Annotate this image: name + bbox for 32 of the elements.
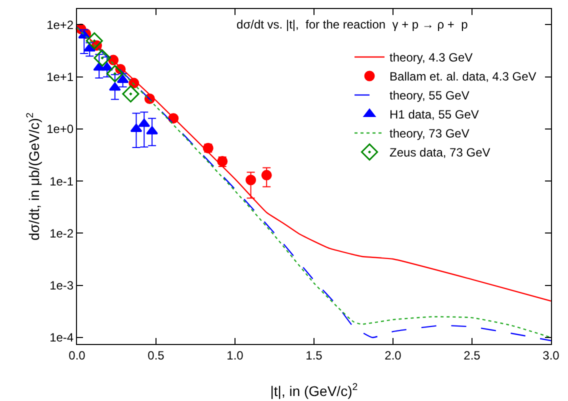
legend-label: Ballam et. al. data, 4.3 GeV xyxy=(390,70,536,84)
x-tick-label: 2.5 xyxy=(464,348,481,362)
x-tick-label: 0.5 xyxy=(148,348,165,362)
point xyxy=(168,113,179,124)
x-tick-label: 3.0 xyxy=(542,348,560,362)
x-tick-label: 1.0 xyxy=(226,348,244,362)
x-axis-title: |t|, in (GeV/c)$^{2}$ xyxy=(270,382,358,399)
x-tick-label: 0.0 xyxy=(68,348,86,362)
y-tick-label: 1e-3 xyxy=(50,278,74,293)
point xyxy=(146,126,158,134)
point xyxy=(94,49,111,67)
point xyxy=(106,65,124,82)
legend-label: theory, 4.3 GeV xyxy=(390,50,473,65)
point xyxy=(261,170,272,180)
y-tick-label: 1e-2 xyxy=(50,226,74,240)
y-tick-label: 1e+2 xyxy=(46,18,74,32)
y-tick-label: 1e+1 xyxy=(46,70,74,84)
y-tick-label: 1e-1 xyxy=(50,174,74,188)
point xyxy=(122,85,140,102)
point xyxy=(108,82,121,91)
text: dσ/dt vs. |t|, for the reaction γ + p → ρ + p xyxy=(236,17,468,32)
x-tick-label: 1.5 xyxy=(306,348,323,362)
point xyxy=(86,32,103,50)
y-tick-label: 1e+0 xyxy=(46,122,74,136)
legend-label: H1 data, 55 GeV xyxy=(390,108,479,122)
legend-label: theory, 73 GeV xyxy=(390,126,470,141)
y-tick-label: 1e-4 xyxy=(50,330,74,345)
legend-label: theory, 55 GeV xyxy=(390,88,470,103)
point xyxy=(246,174,256,186)
x-tick-label: 2.0 xyxy=(384,348,402,362)
legend-label: Zeus data, 73 GeV xyxy=(390,146,490,160)
point xyxy=(101,62,113,71)
